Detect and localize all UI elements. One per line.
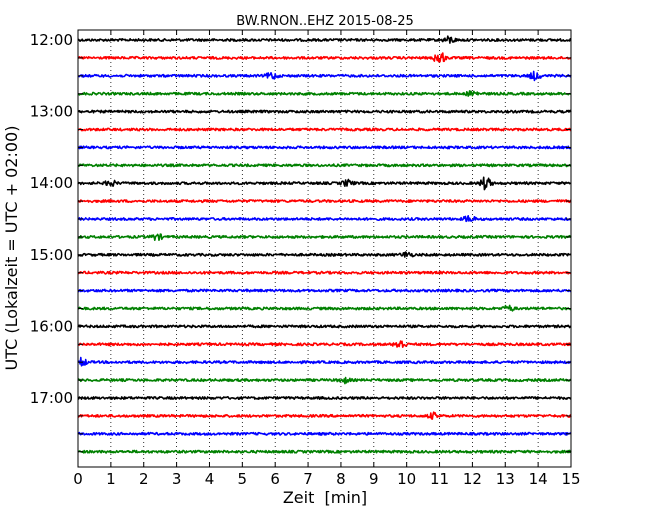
x-tick-label: 4 [205,470,215,488]
x-tick-label: 3 [172,470,182,488]
trace-line [77,52,572,63]
trace-line [77,163,572,168]
trace-line [77,127,572,132]
trace-line [77,431,572,436]
x-tick-label: 14 [529,470,548,488]
x-tick-label: 9 [369,470,379,488]
x-tick-label: 12 [463,470,482,488]
x-tick-label: 13 [496,470,515,488]
x-tick-label: 11 [430,470,449,488]
x-tick-label: 2 [139,470,149,488]
trace-line [77,70,572,82]
vertical-grid [110,30,539,467]
x-tick-label: 15 [561,470,580,488]
x-tick-label: 1 [106,470,116,488]
y-tick-label: 16:00 [30,317,73,335]
y-tick-label: 14:00 [30,174,73,192]
trace-line [77,145,572,150]
y-tick-label: 13:00 [30,103,73,121]
trace-line [77,251,572,258]
y-axis: 12:00 13:00 14:00 15:00 16:00 17:00 [30,31,571,453]
trace-line [77,288,572,293]
x-tick-label: 6 [270,470,280,488]
x-tick-label: 0 [73,470,83,488]
y-tick-label: 15:00 [30,246,73,264]
x-tick-label: 8 [336,470,346,488]
trace-line [77,411,572,420]
trace-line [77,215,572,223]
trace-line [77,340,572,348]
trace-line [77,233,572,241]
x-axis-label: Zeit [min] [283,488,367,507]
trace-line [77,324,572,329]
trace-line [77,376,572,385]
y-tick-label: 12:00 [30,31,73,49]
x-tick-label: 5 [238,470,248,488]
trace-group [77,35,572,454]
trace-line [77,304,572,312]
x-axis: 0 1 2 3 4 5 6 7 8 9 10 11 12 13 14 15 [73,30,581,488]
trace-line [77,176,572,191]
chart-title: BW.RNON..EHZ 2015-08-25 [236,14,414,29]
trace-line [77,199,572,204]
x-tick-label: 10 [397,470,416,488]
trace-line [77,396,572,400]
trace-line [77,356,572,367]
trace-line [77,90,572,97]
y-axis-label: UTC (Lokalzeit = UTC + 02:00) [2,126,21,371]
trace-line [77,109,572,114]
trace-line [77,270,572,275]
trace-line [77,449,572,454]
plot-frame [77,29,572,468]
y-tick-label: 17:00 [30,389,73,407]
x-tick-label: 7 [303,470,313,488]
trace-line [77,35,572,44]
